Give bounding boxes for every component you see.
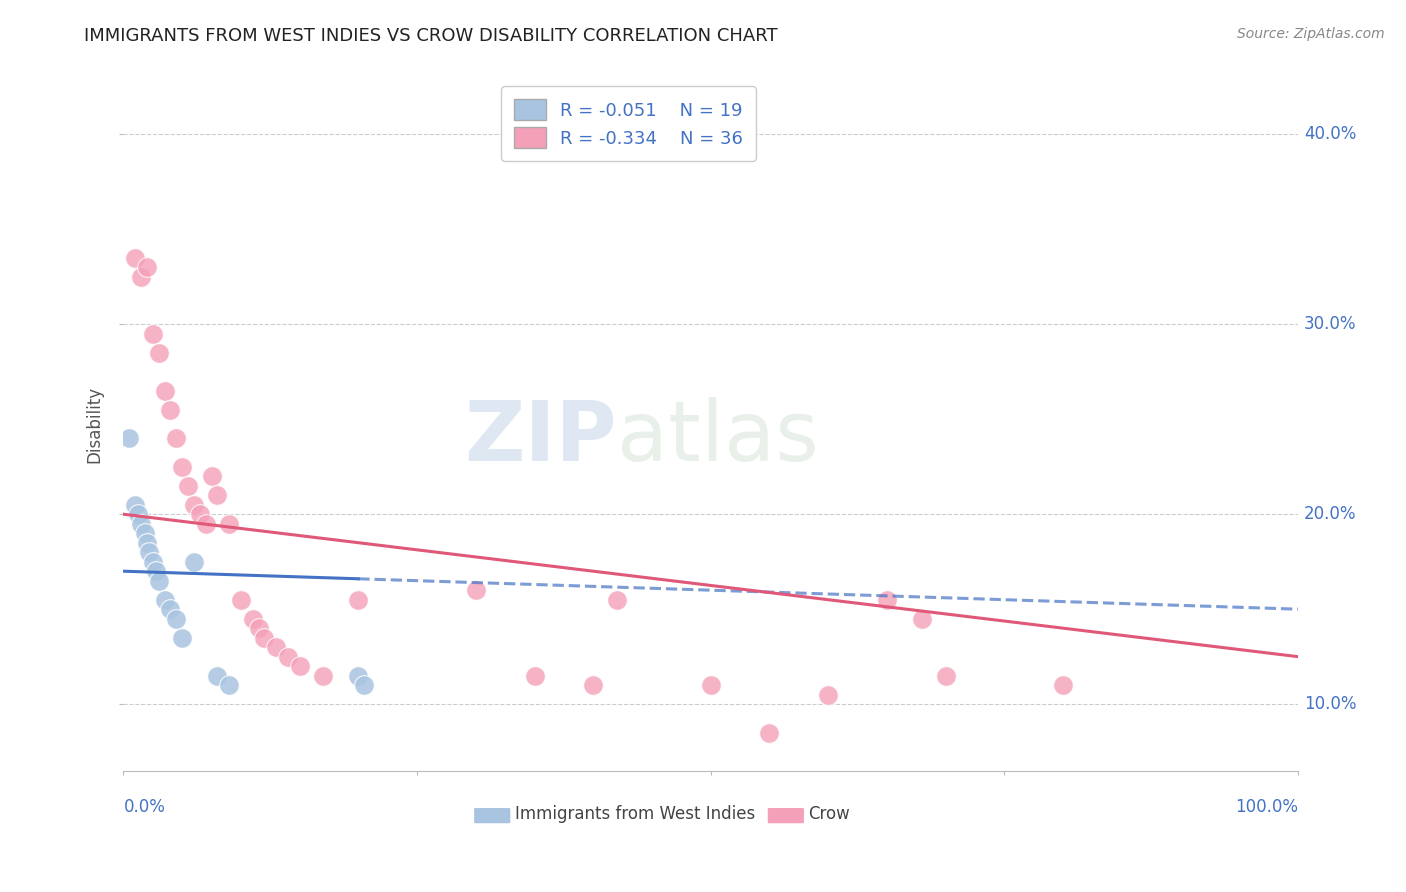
- Point: [142, 326, 165, 341]
- Point: [229, 592, 252, 607]
- Point: [876, 592, 898, 607]
- Point: [177, 479, 200, 493]
- Text: Crow: Crow: [808, 805, 849, 822]
- Point: [129, 516, 152, 531]
- Point: [165, 612, 187, 626]
- Point: [159, 602, 181, 616]
- Text: 30.0%: 30.0%: [1303, 315, 1357, 334]
- Point: [312, 668, 335, 682]
- Point: [347, 668, 370, 682]
- Point: [148, 574, 170, 588]
- Point: [136, 260, 159, 275]
- Point: [165, 431, 187, 445]
- Point: [1052, 678, 1074, 692]
- Point: [242, 612, 264, 626]
- Point: [523, 668, 546, 682]
- Text: 0.0%: 0.0%: [124, 798, 166, 816]
- Text: Source: ZipAtlas.com: Source: ZipAtlas.com: [1237, 27, 1385, 41]
- FancyBboxPatch shape: [768, 807, 804, 824]
- Point: [142, 555, 165, 569]
- Point: [207, 668, 229, 682]
- Text: ZIP: ZIP: [464, 397, 617, 478]
- Point: [194, 516, 217, 531]
- Point: [183, 498, 205, 512]
- Point: [582, 678, 605, 692]
- Point: [218, 678, 240, 692]
- Point: [253, 631, 276, 645]
- Point: [218, 516, 240, 531]
- Y-axis label: Disability: Disability: [86, 385, 103, 463]
- Text: atlas: atlas: [617, 397, 818, 478]
- Text: 10.0%: 10.0%: [1303, 695, 1357, 713]
- Text: 100.0%: 100.0%: [1234, 798, 1298, 816]
- Point: [159, 402, 181, 417]
- Point: [935, 668, 957, 682]
- Point: [606, 592, 628, 607]
- Point: [247, 621, 270, 635]
- Text: 40.0%: 40.0%: [1303, 126, 1357, 144]
- Point: [134, 526, 156, 541]
- Point: [464, 583, 486, 598]
- Point: [124, 251, 146, 265]
- Point: [172, 459, 194, 474]
- Point: [118, 431, 141, 445]
- Point: [188, 507, 211, 521]
- Legend: R = -0.051    N = 19, R = -0.334    N = 36: R = -0.051 N = 19, R = -0.334 N = 36: [501, 87, 756, 161]
- Text: Immigrants from West Indies: Immigrants from West Indies: [515, 805, 755, 822]
- Point: [148, 346, 170, 360]
- Point: [124, 498, 146, 512]
- Point: [911, 612, 934, 626]
- Point: [758, 725, 780, 739]
- Point: [207, 488, 229, 502]
- Point: [145, 564, 167, 578]
- Point: [153, 384, 176, 398]
- Point: [288, 659, 311, 673]
- Point: [200, 469, 222, 483]
- Point: [264, 640, 287, 655]
- Point: [136, 535, 159, 549]
- Point: [129, 269, 152, 284]
- Text: IMMIGRANTS FROM WEST INDIES VS CROW DISABILITY CORRELATION CHART: IMMIGRANTS FROM WEST INDIES VS CROW DISA…: [84, 27, 778, 45]
- Point: [153, 592, 176, 607]
- Point: [172, 631, 194, 645]
- Point: [277, 649, 299, 664]
- Point: [347, 592, 370, 607]
- Point: [127, 507, 149, 521]
- Point: [353, 678, 375, 692]
- Text: 20.0%: 20.0%: [1303, 505, 1357, 524]
- Point: [138, 545, 160, 559]
- Point: [817, 688, 839, 702]
- Point: [699, 678, 721, 692]
- FancyBboxPatch shape: [474, 807, 510, 824]
- Point: [183, 555, 205, 569]
